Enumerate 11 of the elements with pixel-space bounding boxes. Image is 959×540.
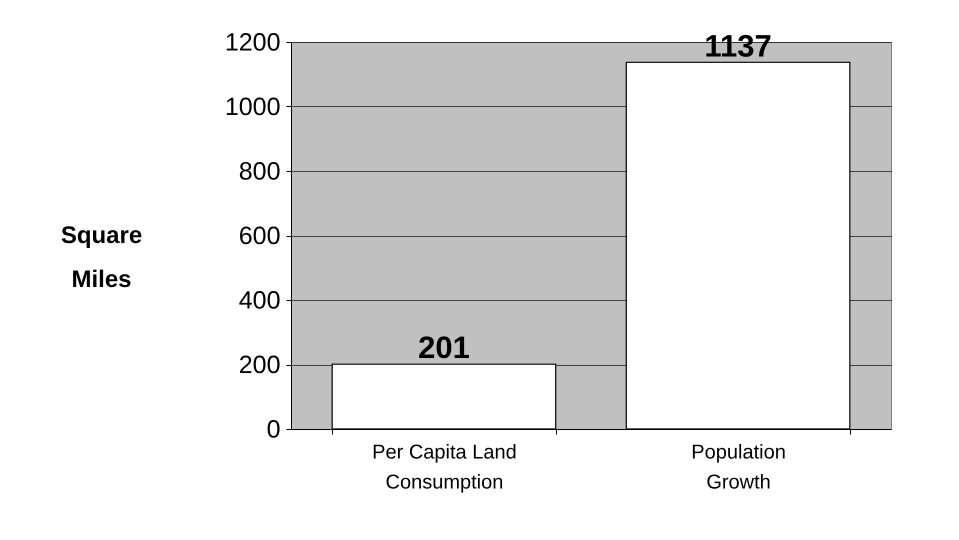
y-tick-label: 1200 — [224, 28, 280, 56]
x-tick-label: Per Capita Land Consumption — [372, 442, 517, 494]
y-tick-label: 1000 — [224, 93, 280, 121]
x-tick-label: Population Growth — [691, 442, 786, 494]
y-axis-title: Square Miles — [60, 222, 142, 293]
y-tick-label: 200 — [238, 351, 280, 379]
y-tick-label: 800 — [238, 158, 280, 186]
data-label: 201 — [418, 330, 470, 366]
y-tick-label: 600 — [238, 222, 280, 250]
y-tick-label: 0 — [266, 416, 280, 444]
y-tick-label: 400 — [238, 286, 280, 314]
